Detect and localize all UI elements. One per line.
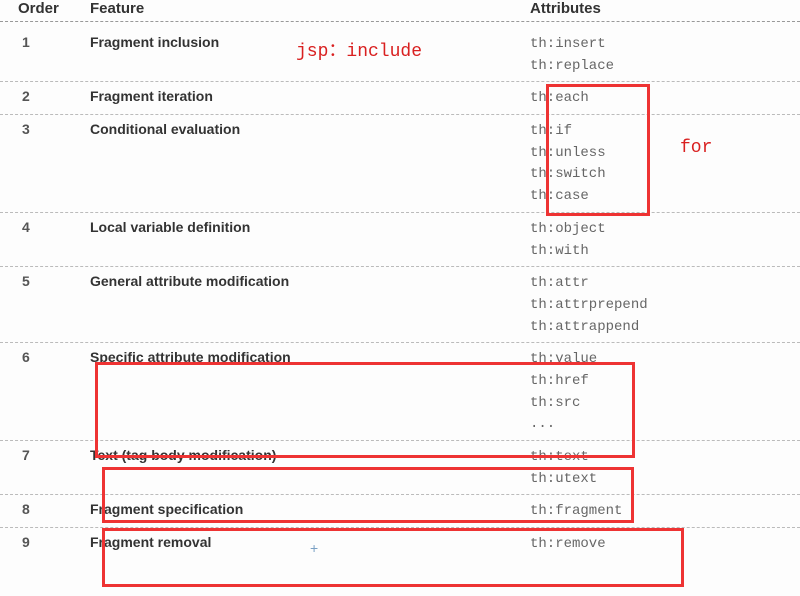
plus-icon: + <box>310 540 318 556</box>
attribute-value: th:attrappend <box>530 317 800 339</box>
attributes-cell: th:ifth:unlessth:switchth:case <box>530 121 800 208</box>
table-row: 5General attribute modificationth:attrth… <box>0 267 800 343</box>
table-row: 7Text (tag body modification)th:textth:u… <box>0 441 800 495</box>
table-row: 6Specific attribute modificationth:value… <box>0 343 800 441</box>
feature-cell: Conditional evaluation <box>90 121 530 137</box>
attribute-value: th:object <box>530 219 800 241</box>
attribute-value: ... <box>530 414 800 436</box>
attribute-value: th:attr <box>530 273 800 295</box>
feature-cell: Fragment specification <box>90 501 530 517</box>
feature-cell: General attribute modification <box>90 273 530 289</box>
feature-cell: Specific attribute modification <box>90 349 530 365</box>
order-cell: 8 <box>0 501 90 517</box>
attributes-cell: th:attrth:attrprependth:attrappend <box>530 273 800 338</box>
header-order: Order <box>0 0 90 17</box>
attribute-value: th:utext <box>530 469 800 491</box>
table-row: 8Fragment specificationth:fragment <box>0 495 800 528</box>
attributes-cell: th:each <box>530 88 800 110</box>
order-cell: 9 <box>0 534 90 550</box>
order-cell: 5 <box>0 273 90 289</box>
attributes-cell: th:objectth:with <box>530 219 800 262</box>
attributes-cell: th:remove <box>530 534 800 556</box>
annotation-for: for <box>680 138 712 158</box>
table-header: Order Feature Attributes <box>0 0 800 22</box>
order-cell: 3 <box>0 121 90 137</box>
attributes-cell: th:textth:utext <box>530 447 800 490</box>
attributes-cell: th:insertth:replace <box>530 34 800 77</box>
table-row: 2Fragment iterationth:each <box>0 82 800 115</box>
annotation-jsp-include: jsp：include <box>296 36 422 62</box>
attribute-value: th:href <box>530 371 800 393</box>
attributes-cell: th:fragment <box>530 501 800 523</box>
attribute-value: th:attrprepend <box>530 295 800 317</box>
attribute-value: th:value <box>530 349 800 371</box>
table-row: 9Fragment removalth:remove <box>0 528 800 560</box>
order-cell: 7 <box>0 447 90 463</box>
order-cell: 4 <box>0 219 90 235</box>
attribute-value: th:unless <box>530 143 800 165</box>
attribute-value: th:switch <box>530 164 800 186</box>
attribute-value: th:src <box>530 393 800 415</box>
attribute-value: th:replace <box>530 56 800 78</box>
attribute-value: th:case <box>530 186 800 208</box>
attribute-value: th:with <box>530 241 800 263</box>
order-cell: 6 <box>0 349 90 365</box>
table-row: 4Local variable definitionth:objectth:wi… <box>0 213 800 267</box>
order-cell: 1 <box>0 34 90 50</box>
attribute-value: th:insert <box>530 34 800 56</box>
attribute-value: th:fragment <box>530 501 800 523</box>
order-cell: 2 <box>0 88 90 104</box>
attribute-value: th:text <box>530 447 800 469</box>
table-body: 1Fragment inclusionth:insertth:replace2F… <box>0 28 800 560</box>
feature-cell: Text (tag body modification) <box>90 447 530 463</box>
attributes-cell: th:valueth:hrefth:src... <box>530 349 800 436</box>
attribute-value: th:if <box>530 121 800 143</box>
attribute-value: th:remove <box>530 534 800 556</box>
feature-cell: Fragment iteration <box>90 88 530 104</box>
header-feature: Feature <box>90 0 530 17</box>
header-attributes: Attributes <box>530 0 800 17</box>
attribute-value: th:each <box>530 88 800 110</box>
feature-cell: Local variable definition <box>90 219 530 235</box>
table-row: 3Conditional evaluationth:ifth:unlessth:… <box>0 115 800 213</box>
